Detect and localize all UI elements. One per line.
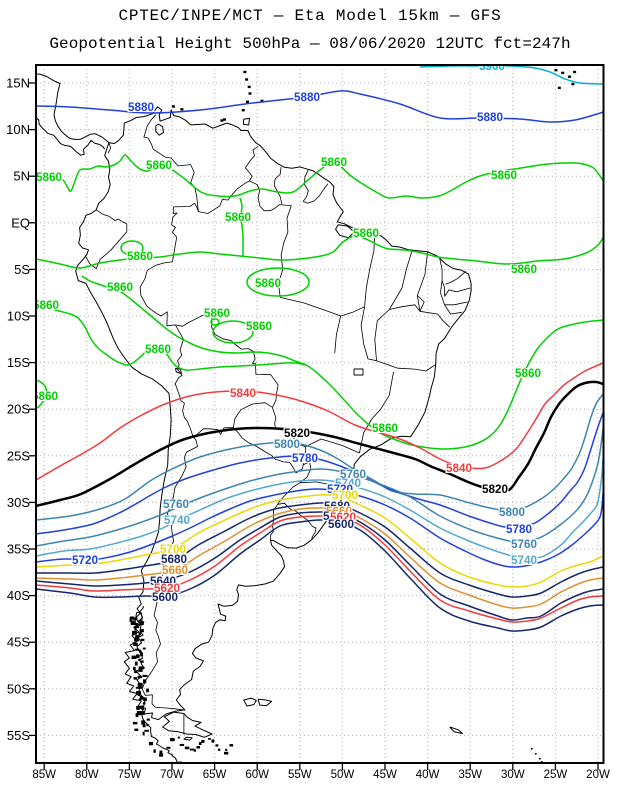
svg-text:5900: 5900 [479, 60, 506, 73]
svg-text:5860: 5860 [491, 169, 518, 182]
svg-text:80W: 80W [75, 769, 99, 781]
svg-text:65W: 65W [203, 769, 227, 781]
svg-text:5860: 5860 [353, 227, 380, 240]
svg-text:5720: 5720 [72, 554, 99, 567]
svg-text:55W: 55W [288, 769, 312, 781]
svg-text:30S: 30S [7, 495, 30, 510]
svg-text:60W: 60W [245, 769, 269, 781]
svg-text:5S: 5S [14, 262, 30, 277]
svg-text:5860: 5860 [515, 367, 542, 380]
svg-text:5860: 5860 [321, 156, 348, 169]
svg-text:CPTEC/INPE/MCT — Eta Model 15: CPTEC/INPE/MCT — Eta Model 15km — GFS [118, 7, 501, 25]
svg-text:5860: 5860 [204, 307, 231, 320]
svg-text:5680: 5680 [161, 553, 188, 566]
svg-text:5740: 5740 [164, 514, 191, 527]
svg-text:5860: 5860 [255, 277, 282, 290]
svg-text:5700: 5700 [332, 489, 359, 502]
svg-text:EQ: EQ [11, 215, 30, 230]
svg-text:5840: 5840 [230, 387, 257, 400]
svg-text:50S: 50S [7, 681, 30, 696]
svg-text:30W: 30W [501, 769, 525, 781]
svg-text:5800: 5800 [274, 438, 301, 451]
svg-text:5860: 5860 [107, 281, 134, 294]
svg-text:70W: 70W [160, 769, 184, 781]
svg-text:5880: 5880 [128, 101, 155, 114]
svg-text:5860: 5860 [32, 390, 59, 403]
svg-text:40W: 40W [416, 769, 440, 781]
svg-text:75W: 75W [118, 769, 142, 781]
svg-text:50W: 50W [331, 769, 355, 781]
svg-text:25S: 25S [7, 448, 30, 463]
svg-text:5600: 5600 [152, 591, 179, 604]
svg-text:10S: 10S [7, 309, 30, 324]
svg-text:5700: 5700 [160, 543, 187, 556]
svg-text:10N: 10N [6, 122, 30, 137]
svg-text:5820: 5820 [284, 427, 311, 440]
svg-text:5800: 5800 [499, 506, 526, 519]
svg-text:25W: 25W [544, 769, 568, 781]
svg-text:5840: 5840 [446, 462, 473, 475]
svg-text:5860: 5860 [127, 250, 154, 263]
svg-text:5760: 5760 [511, 538, 538, 551]
svg-text:Geopotential Height 500hPa — 0: Geopotential Height 500hPa — 08/06/2020 … [49, 35, 570, 53]
svg-text:5740: 5740 [511, 554, 538, 567]
svg-text:5880: 5880 [294, 91, 321, 104]
svg-text:5760: 5760 [340, 468, 367, 481]
svg-text:45S: 45S [7, 635, 30, 650]
svg-text:5600: 5600 [328, 518, 355, 531]
svg-text:5780: 5780 [506, 523, 533, 536]
svg-text:5860: 5860 [225, 211, 252, 224]
svg-text:5880: 5880 [477, 111, 504, 124]
svg-text:5860: 5860 [146, 159, 173, 172]
svg-text:15N: 15N [6, 76, 30, 91]
svg-text:5860: 5860 [372, 422, 399, 435]
svg-text:5860: 5860 [511, 263, 538, 276]
svg-text:5820: 5820 [482, 483, 509, 496]
svg-text:5860: 5860 [33, 299, 60, 312]
svg-text:5N: 5N [13, 169, 30, 184]
svg-text:20S: 20S [7, 402, 30, 417]
svg-text:5860: 5860 [36, 171, 63, 184]
svg-text:5780: 5780 [292, 452, 319, 465]
svg-text:85W: 85W [32, 769, 56, 781]
svg-text:5860: 5860 [145, 343, 172, 356]
svg-text:20W: 20W [586, 769, 610, 781]
svg-text:15S: 15S [7, 355, 30, 370]
svg-text:5660: 5660 [162, 564, 189, 577]
svg-text:5620: 5620 [154, 582, 181, 595]
svg-text:35S: 35S [7, 542, 30, 557]
svg-text:40S: 40S [7, 588, 30, 603]
svg-text:45W: 45W [373, 769, 397, 781]
svg-text:5860: 5860 [246, 320, 273, 333]
svg-text:55S: 55S [7, 728, 30, 743]
svg-text:5760: 5760 [163, 498, 190, 511]
svg-text:35W: 35W [458, 769, 482, 781]
